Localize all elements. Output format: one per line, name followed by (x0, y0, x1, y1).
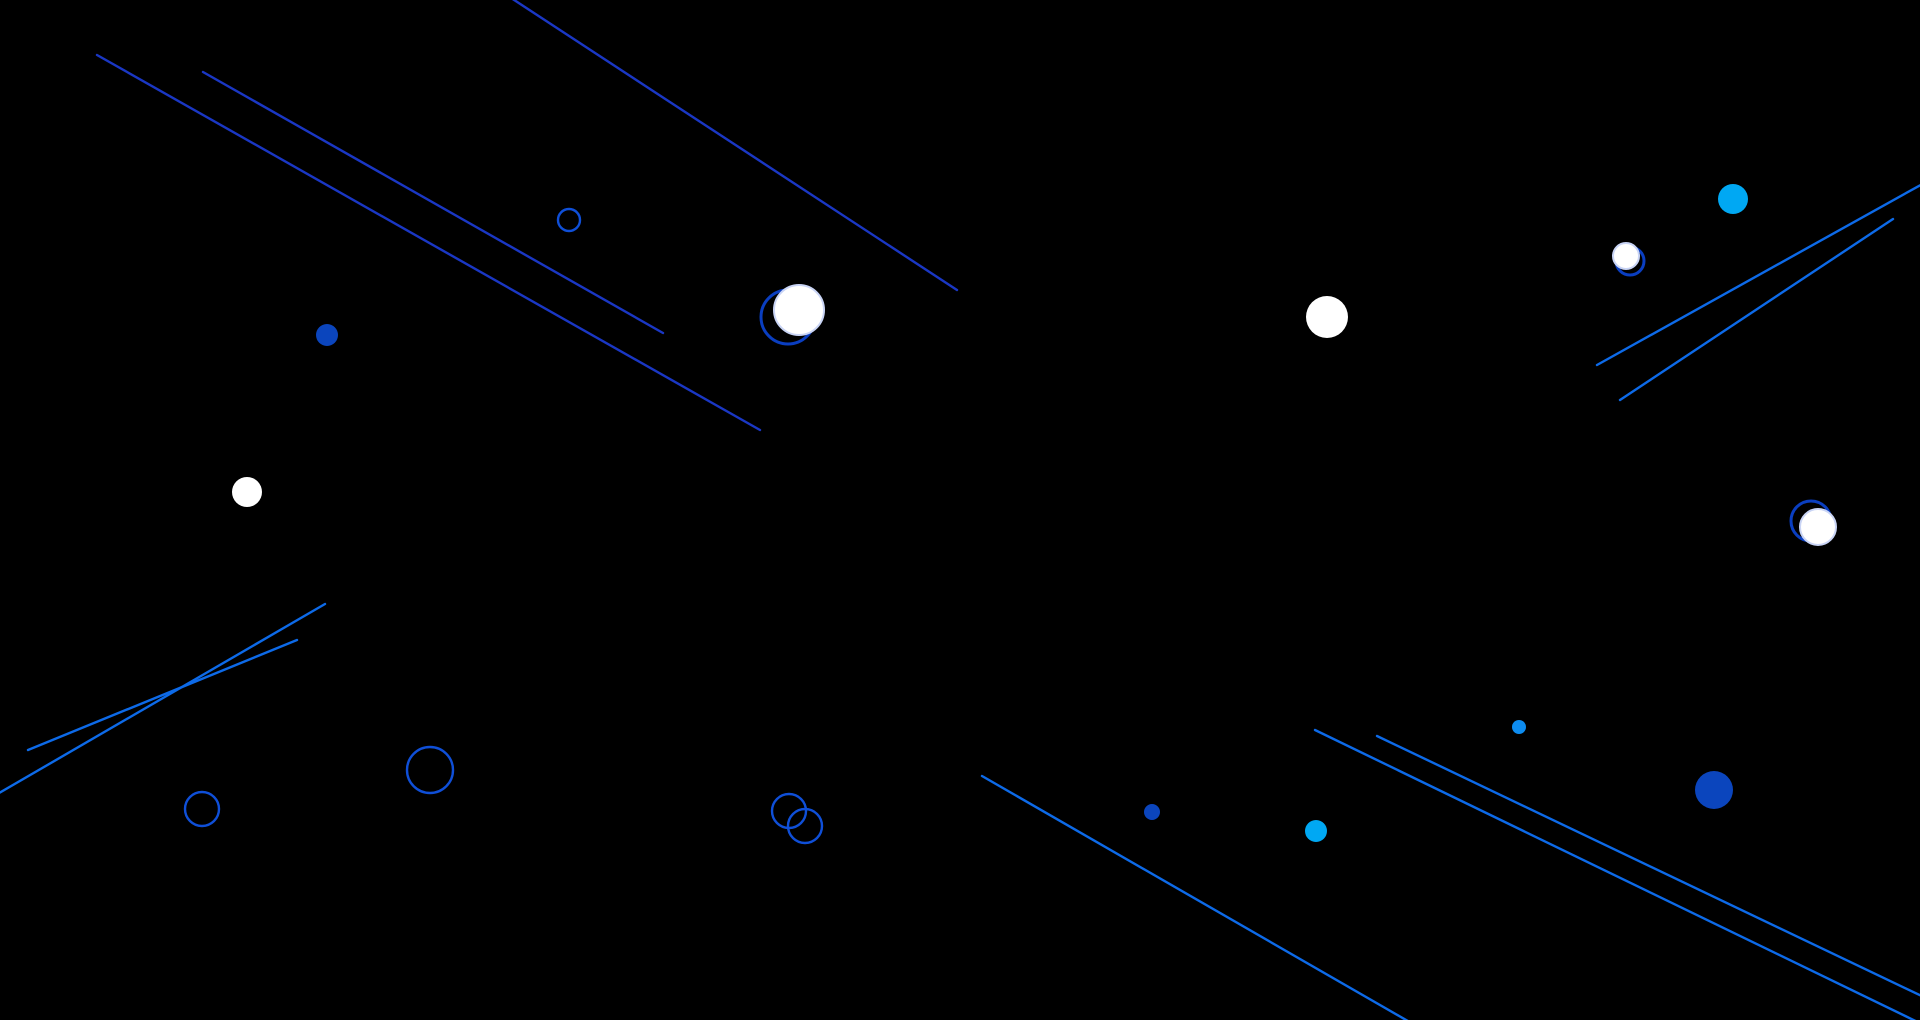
moon-circles-group (759, 242, 1837, 546)
cyan-dot-bottom (1305, 820, 1327, 842)
bright-line-bottom-right-2 (1375, 734, 1920, 997)
moon-right-edge (1789, 499, 1837, 546)
bright-line-top-right-1 (1595, 183, 1920, 367)
overlap-ring-b (786, 807, 824, 845)
small-blue-dot-bottom (1144, 804, 1160, 820)
moon-top-right-outer-ring (1614, 245, 1646, 277)
moon-top-right (1612, 242, 1646, 277)
large-blue-dot-bottom-right (1695, 771, 1733, 809)
deep-line-upper-center (511, 0, 959, 292)
filled-circles-group (232, 184, 1748, 842)
deep-line-upper-left-1 (95, 53, 762, 432)
bright-line-top-right-2 (1618, 217, 1895, 402)
moon-center-left (759, 284, 825, 346)
bright-line-bottom-right-1 (1313, 728, 1917, 1020)
bright-line-lower-left-1 (0, 602, 327, 794)
bright-line-bottom-center (980, 774, 1409, 1020)
moon-center-left-outer-ring (759, 288, 817, 346)
bright-line-lower-left-2 (26, 638, 299, 752)
moon-top-right-disc (1612, 242, 1640, 270)
deep-line-upper-left-2 (201, 70, 665, 335)
moon-right-edge-outer-ring (1789, 499, 1833, 543)
overlap-ring-a (770, 792, 808, 830)
cyan-dot-top-right (1718, 184, 1748, 214)
tiny-cyan-dot-right (1512, 720, 1526, 734)
moon-center-left-disc (773, 284, 825, 336)
white-dot-left (232, 477, 262, 507)
small-ring-upper-left (556, 207, 582, 233)
blue-dot-upper-left (316, 324, 338, 346)
white-dot-center (1306, 296, 1348, 338)
moon-right-edge-disc (1799, 508, 1837, 546)
medium-ring-bottom-left (183, 790, 221, 828)
ring-circles-group (183, 207, 824, 845)
large-ring-bottom-left (405, 745, 455, 795)
